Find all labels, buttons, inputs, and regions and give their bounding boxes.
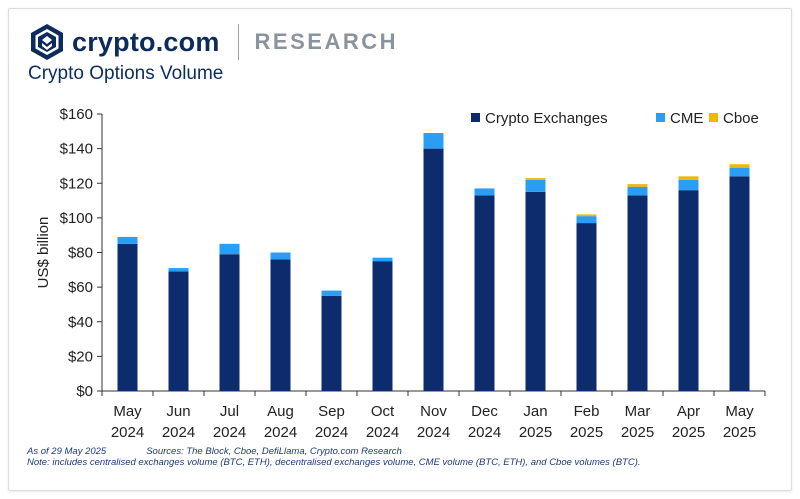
bar-cboe [729, 164, 750, 168]
bar-crypto-exchanges [219, 254, 240, 391]
y-axis-label: US$ billion [35, 217, 52, 289]
x-tick-label-month: Apr [677, 403, 700, 420]
footnotes: As of 29 May 2025 Sources: The Block, Cbo… [27, 446, 641, 468]
bar-crypto-exchanges [474, 195, 495, 391]
x-tick-label-month: Sep [318, 403, 345, 420]
bar-crypto-exchanges [372, 261, 393, 391]
bar-cboe [576, 214, 597, 217]
bar-crypto-exchanges [117, 243, 138, 391]
x-tick-label-year: 2024 [366, 424, 399, 441]
x-tick-label-year: 2025 [672, 424, 705, 441]
y-tick-label: $80 [68, 245, 93, 262]
bar-cboe [627, 184, 648, 187]
x-tick-label-month: Oct [371, 403, 395, 420]
x-tick-label-month: May [725, 403, 754, 420]
section-label: RESEARCH [254, 29, 399, 54]
x-tick-label-year: 2025 [519, 424, 552, 441]
legend-swatch-cme [656, 113, 665, 122]
y-tick-label: $140 [60, 141, 93, 158]
x-tick-label-year: 2024 [162, 424, 195, 441]
bar-cme [270, 252, 291, 260]
bar-cme [372, 257, 393, 262]
x-tick-label-month: Aug [267, 403, 294, 420]
bar-crypto-exchanges [168, 271, 189, 391]
bar-crypto-exchanges [270, 259, 291, 391]
bar-crypto-exchanges [423, 148, 444, 391]
x-tick-label-year: 2024 [111, 424, 144, 441]
bar-cboe [525, 178, 546, 180]
x-tick-label-year: 2024 [315, 424, 348, 441]
chart-card [8, 8, 792, 491]
x-tick-label-year: 2025 [570, 424, 603, 441]
x-tick-label-year: 2025 [621, 424, 654, 441]
bar-cme [219, 243, 240, 255]
x-tick-label-month: Mar [625, 403, 651, 420]
brand-name: crypto.com [72, 26, 220, 57]
bar-crypto-exchanges [678, 190, 699, 391]
bar-cme [168, 268, 189, 272]
y-tick-label: $0 [76, 383, 93, 400]
bar-cme [423, 133, 444, 149]
x-tick-label-month: Jun [166, 403, 190, 420]
bar-crypto-exchanges [525, 191, 546, 391]
bar-cme [576, 216, 597, 224]
y-tick-label: $60 [68, 279, 93, 296]
x-tick-label-year: 2024 [213, 424, 246, 441]
x-tick-label-month: Dec [471, 403, 498, 420]
y-tick-label: $40 [68, 314, 93, 331]
as-of-date: As of 29 May 2025 [27, 446, 107, 457]
y-tick-label: $120 [60, 175, 93, 192]
bar-cme [729, 167, 750, 177]
y-tick-label: $160 [60, 106, 93, 123]
header-divider [237, 24, 239, 60]
bar-cme [627, 186, 648, 196]
x-tick-label-month: Feb [574, 403, 600, 420]
chart-title: Crypto Options Volume [28, 63, 224, 84]
x-tick-label-month: Jul [220, 403, 239, 420]
legend-label-crypto-exchanges: Crypto Exchanges [485, 110, 608, 127]
bar-cboe [678, 176, 699, 180]
x-tick-label-year: 2025 [723, 424, 756, 441]
x-tick-label-month: May [113, 403, 142, 420]
legend-swatch-cboe [709, 113, 718, 122]
y-tick-label: $100 [60, 210, 93, 227]
crypto-com-logo-icon [31, 24, 63, 60]
bar-cme [525, 179, 546, 192]
sources-text: Sources: The Block, Cboe, DefiLlama, Cry… [146, 446, 402, 457]
bar-cme [321, 290, 342, 296]
x-tick-label-year: 2024 [468, 424, 501, 441]
legend-label-cme: CME [670, 110, 703, 127]
bar-cme [678, 179, 699, 191]
report-header: crypto.com RESEARCH [30, 20, 398, 64]
y-tick-label: $20 [68, 348, 93, 365]
bar-cme [474, 188, 495, 196]
bar-crypto-exchanges [321, 295, 342, 391]
methodology-note: Note: includes centralised exchanges vol… [27, 457, 641, 468]
x-tick-label-year: 2024 [417, 424, 450, 441]
bar-crypto-exchanges [627, 195, 648, 391]
legend-label-cboe: Cboe [723, 110, 759, 127]
legend-swatch-crypto-exchanges [471, 113, 480, 122]
bar-cme [117, 236, 138, 244]
bar-crypto-exchanges [729, 176, 750, 391]
bar-crypto-exchanges [576, 223, 597, 391]
x-tick-label-month: Jan [523, 403, 547, 420]
x-tick-label-year: 2024 [264, 424, 297, 441]
x-tick-label-month: Nov [420, 403, 447, 420]
